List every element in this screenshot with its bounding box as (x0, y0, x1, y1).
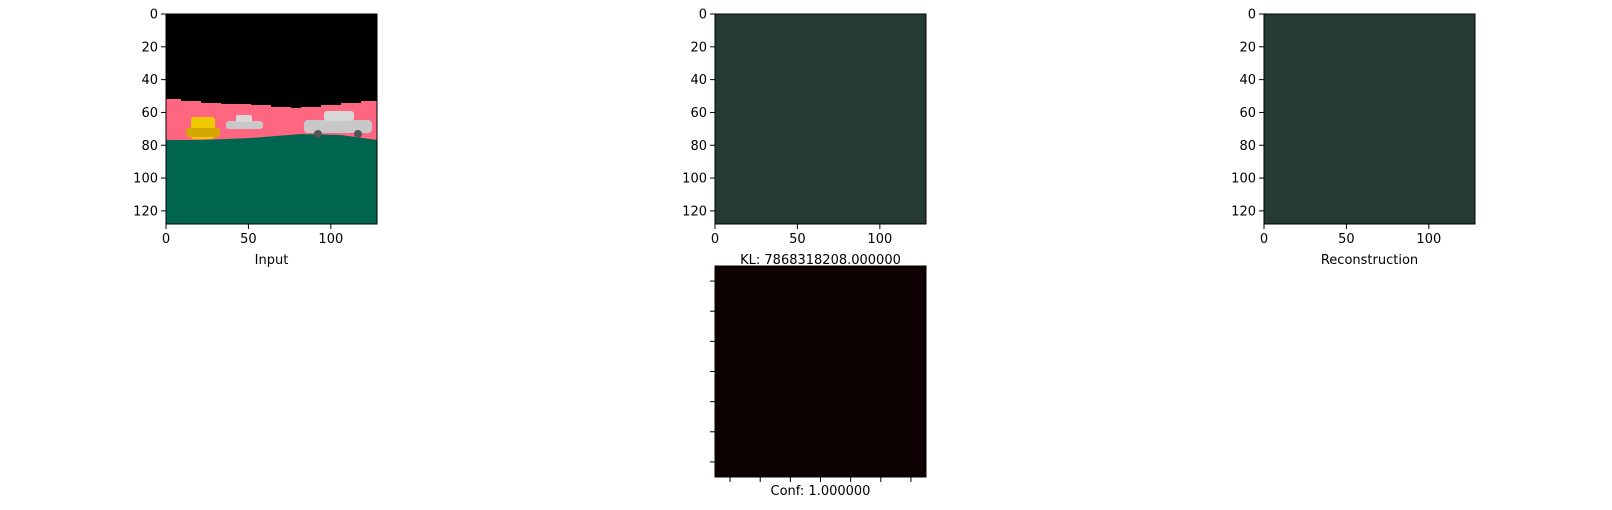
reconstruction-x-ticks: 0 50 100 (1260, 224, 1441, 247)
input-image-floor (166, 134, 377, 224)
kl-x-ticks: 0 50 100 (711, 224, 892, 247)
input-x-tick-label: 0 (162, 232, 170, 247)
kl-y-tick-label: 80 (690, 139, 707, 154)
large-car-wheel (314, 130, 322, 138)
reconstruction-axes-frame (1263, 13, 1476, 225)
input-y-tick-label: 0 (150, 8, 158, 23)
input-y-tick-label: 20 (141, 40, 158, 55)
input-axes-frame (165, 13, 378, 225)
small-car-roof (236, 115, 252, 122)
input-x-tick-label: 100 (318, 232, 343, 247)
kl-y-tick-label: 20 (690, 40, 707, 55)
confidence-image (715, 266, 926, 477)
kl-image (715, 14, 926, 224)
reconstruction-x-label: Reconstruction (1321, 253, 1418, 268)
confidence-x-label: Conf: 1.000000 (771, 484, 871, 499)
kl-panel: 0 50 100 0 20 40 60 80 100 120 (682, 8, 927, 247)
input-x-ticks: 0 50 100 (162, 224, 343, 247)
large-car-wheel (354, 130, 362, 138)
reconstruction-x-tick-label: 0 (1260, 232, 1268, 247)
kl-y-tick-label: 100 (682, 172, 707, 187)
input-x-label: Input (255, 253, 289, 268)
large-car-body (304, 120, 372, 133)
reconstruction-y-tick-label: 20 (1239, 40, 1256, 55)
kl-y-ticks: 0 20 40 60 80 100 120 (682, 8, 715, 219)
input-panel: 0 50 100 0 20 40 60 80 100 120 Input (133, 8, 378, 268)
kl-x-tick-label: 100 (867, 232, 892, 247)
input-y-tick-label: 60 (141, 106, 158, 121)
kl-x-tick-label: 0 (711, 232, 719, 247)
input-y-tick-label: 40 (141, 73, 158, 88)
reconstruction-x-tick-label: 50 (1338, 232, 1355, 247)
input-y-tick-label: 100 (133, 172, 158, 187)
input-y-tick-label: 120 (133, 204, 158, 219)
reconstruction-y-tick-label: 60 (1239, 106, 1256, 121)
kl-y-tick-label: 60 (690, 106, 707, 121)
reconstruction-y-tick-label: 80 (1239, 139, 1256, 154)
kl-y-tick-label: 40 (690, 73, 707, 88)
confidence-x-ticks (729, 477, 912, 482)
input-x-tick-label: 50 (240, 232, 257, 247)
confidence-panel: Conf: 1.000000 (710, 265, 927, 499)
input-image-objects (186, 111, 372, 139)
small-car-body (226, 121, 263, 129)
kl-axes-frame (714, 13, 927, 225)
reconstruction-y-tick-label: 0 (1248, 8, 1256, 23)
reconstruction-y-ticks: 0 20 40 60 80 100 120 (1231, 8, 1264, 219)
reconstruction-y-tick-label: 100 (1231, 172, 1256, 187)
reconstruction-y-tick-label: 120 (1231, 204, 1256, 219)
reconstruction-image (1264, 14, 1475, 224)
input-y-ticks: 0 20 40 60 80 100 120 (133, 8, 166, 219)
large-car-roof (324, 111, 354, 121)
input-y-tick-label: 80 (141, 139, 158, 154)
kl-y-tick-label: 0 (699, 8, 707, 23)
kl-y-tick-label: 120 (682, 204, 707, 219)
confidence-y-ticks (710, 280, 715, 463)
kl-x-tick-label: 50 (789, 232, 806, 247)
yellow-object-base (186, 128, 220, 137)
reconstruction-x-tick-label: 100 (1416, 232, 1441, 247)
reconstruction-panel: 0 50 100 0 20 40 60 80 100 120 Reconstruction (1231, 8, 1476, 268)
kl-x-label: KL: 7868318208.000000 (740, 253, 901, 268)
reconstruction-y-tick-label: 40 (1239, 73, 1256, 88)
